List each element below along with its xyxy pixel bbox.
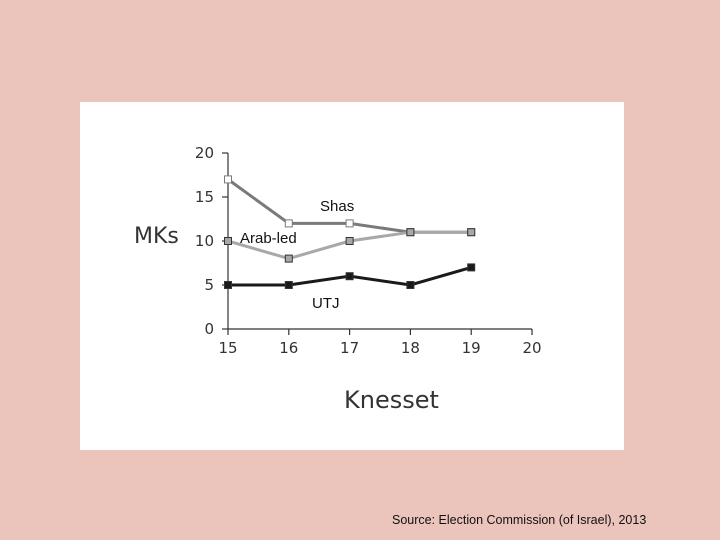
data-point-shas — [345, 219, 354, 228]
data-point-arab-led — [284, 254, 293, 263]
data-point-shas — [284, 219, 293, 228]
data-point-shas — [224, 175, 232, 184]
data-point-utj — [284, 281, 293, 289]
y-tick-label: 20 — [195, 144, 214, 162]
x-tick-label: 15 — [218, 339, 237, 357]
series-label-arab-led: Arab-led — [240, 230, 297, 247]
data-point-utj — [406, 281, 415, 289]
x-tick-labels: 15 16 17 18 19 20 — [218, 339, 541, 357]
chart-panel: 0 5 10 15 20 15 16 17 18 19 20 MKs Knesset Shas A… — [80, 102, 624, 450]
data-point-arab-led — [345, 237, 354, 245]
x-tick-label: 17 — [340, 339, 359, 357]
x-tick-label: 19 — [462, 339, 481, 357]
y-tick-label: 10 — [195, 232, 214, 250]
y-axis-title: MKs — [134, 224, 179, 249]
data-point-arab-led — [406, 228, 415, 237]
series-label-shas: Shas — [320, 198, 354, 215]
x-axis-title: Knesset — [344, 386, 439, 414]
x-tick-label: 16 — [279, 339, 298, 357]
data-point-utj — [224, 281, 232, 289]
series-markers — [224, 175, 476, 289]
line-chart: 0 5 10 15 20 15 16 17 18 19 20 MKs Knesset Shas A… — [134, 144, 542, 414]
data-point-arab-led — [467, 228, 476, 237]
x-tick-label: 20 — [522, 339, 541, 357]
y-tick-label: 15 — [195, 188, 214, 206]
data-point-utj — [467, 263, 476, 272]
data-point-utj — [345, 272, 354, 281]
y-tick-label: 0 — [204, 320, 214, 338]
series-label-utj: UTJ — [312, 295, 340, 312]
y-tick-labels: 0 5 10 15 20 — [195, 144, 214, 338]
data-point-arab-led — [224, 237, 232, 245]
y-tick-label: 5 — [204, 276, 214, 294]
x-tick-label: 18 — [401, 339, 420, 357]
source-note: Source: Election Commission (of Israel),… — [392, 513, 647, 527]
